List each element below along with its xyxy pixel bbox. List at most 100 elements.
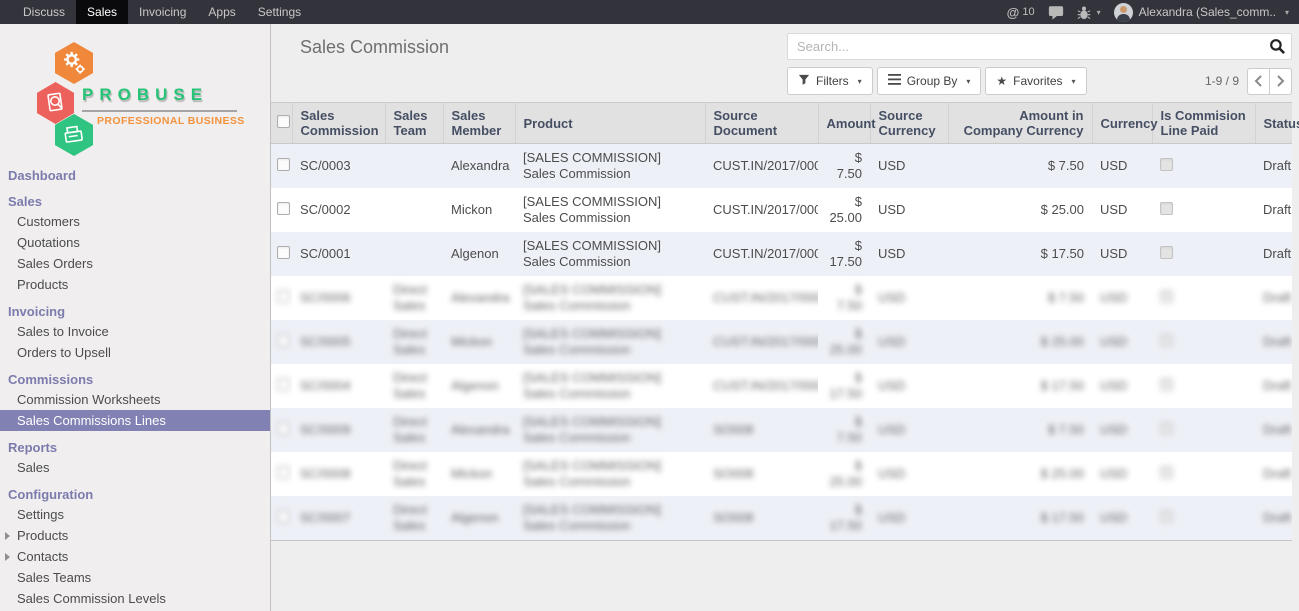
column-header-currency[interactable]: Currency: [1092, 102, 1158, 144]
sidebar-item-products[interactable]: Products: [0, 525, 270, 546]
row-checkbox[interactable]: [277, 157, 290, 171]
sidebar-item-orders-to-upsell[interactable]: Orders to Upsell: [0, 342, 270, 363]
column-header-source-document[interactable]: Source Document: [705, 102, 819, 144]
column-header-product[interactable]: Product: [515, 102, 706, 144]
cell-source: CUST.IN/2017/0002: [705, 364, 818, 408]
sidebar-item-sales-to-invoice[interactable]: Sales to Invoice: [0, 321, 270, 342]
caret-right-icon: [5, 532, 10, 540]
table-row[interactable]: SC/0003 Alexandra [SALES COMMISSION] Sales…: [271, 143, 1292, 189]
group-by-button[interactable]: Group By ▾: [876, 67, 982, 95]
cell-value: Direct Sales: [393, 458, 427, 489]
cell-paid: [1152, 232, 1255, 276]
sidebar-item-sales-orders[interactable]: Sales Orders: [0, 253, 270, 274]
sidebar-section-invoicing[interactable]: Invoicing: [8, 304, 66, 319]
cell-source: CUST.IN/2017/0001: [705, 232, 818, 276]
cell-status: Draft: [1255, 452, 1292, 496]
sidebar-item-sales-commissions-lines[interactable]: Sales Commissions Lines: [0, 410, 270, 431]
sidebar-item-products[interactable]: Products: [0, 274, 270, 295]
row-checkbox[interactable]: [277, 201, 290, 215]
table-row[interactable]: SC/0008 Direct Sales Mickon [SALES COMMISSI…: [271, 452, 1292, 496]
sidebar-item-contacts[interactable]: Contacts: [0, 546, 270, 567]
sidebar-section-sales[interactable]: Sales: [8, 194, 42, 209]
sidebar-section-configuration[interactable]: Configuration: [8, 487, 94, 502]
column-header-amount-in-company-currency[interactable]: Amount in Company Currency: [948, 102, 1093, 144]
cell-name: SC/0002: [292, 188, 385, 232]
sidebar-item-customers[interactable]: Customers: [0, 211, 270, 232]
cell-company_amount: $ 7.50: [948, 144, 1092, 189]
sidebar-item-label: Quotations: [17, 235, 80, 250]
sidebar-item-quotations[interactable]: Quotations: [0, 232, 270, 253]
sidebar-item-sales[interactable]: Sales: [0, 457, 270, 478]
cell-value: $ 17.50: [1040, 378, 1084, 393]
select-all-checkbox[interactable]: [277, 115, 290, 128]
sidebar-item-label: Sales to Invoice: [17, 324, 109, 339]
search-icon[interactable]: [1269, 38, 1286, 60]
cell-value: Direct Sales: [393, 502, 427, 533]
cell-value: Draft: [1263, 202, 1292, 217]
logo-subtitle: PROFESSIONAL BUSINESS: [97, 115, 245, 127]
paid-checkbox: [1160, 377, 1173, 391]
cell-value: USD: [878, 334, 906, 349]
sidebar-item-sales-teams[interactable]: Sales Teams: [0, 567, 270, 588]
search-box: [787, 33, 1292, 60]
cell-paid: [1152, 364, 1255, 408]
pager-next-button[interactable]: [1269, 67, 1292, 95]
avatar: [1113, 2, 1133, 22]
table-row[interactable]: SC/0002 Mickon [SALES COMMISSION] Sales Co…: [271, 188, 1292, 232]
filters-button[interactable]: Filters ▾: [787, 67, 873, 95]
caret-right-icon: [5, 553, 10, 561]
cell-value: Algenon: [451, 510, 499, 525]
user-name: Alexandra (Sales_comm..: [1138, 5, 1276, 19]
nav-app-apps[interactable]: Apps: [208, 5, 236, 19]
search-input[interactable]: [787, 33, 1292, 60]
table-row[interactable]: SC/0007 Direct Sales Algenon [SALES COMMISS…: [271, 496, 1292, 541]
cell-paid: [1152, 408, 1255, 452]
sidebar-section-commissions[interactable]: Commissions: [8, 372, 94, 387]
cell-value: USD: [1100, 334, 1128, 349]
user-menu[interactable]: Alexandra (Sales_comm.. ▾: [1113, 2, 1289, 22]
sidebar-item-commission-worksheets[interactable]: Commission Worksheets: [0, 389, 270, 410]
table-row[interactable]: SC/0006 Direct Sales Alexandra [SALES COMMI…: [271, 276, 1292, 320]
row-select-cell: [271, 144, 292, 189]
table-row[interactable]: SC/0005 Direct Sales Mickon [SALES COMMISSI…: [271, 320, 1292, 364]
nav-app-sales[interactable]: Sales: [76, 0, 129, 24]
chat-icon[interactable]: [1048, 5, 1064, 20]
nav-app-invoicing[interactable]: Invoicing: [139, 5, 187, 19]
messages-counter[interactable]: @ 10: [1007, 5, 1035, 20]
cell-value: CUST.IN/2017/0001: [713, 202, 818, 217]
cell-source: CUST.IN/2017/0001: [705, 188, 818, 232]
cell-team: Direct Sales: [385, 364, 443, 408]
row-checkbox[interactable]: [277, 245, 290, 259]
cell-value: $ 17.50: [1040, 510, 1084, 525]
sidebar-item-sales-commission-levels[interactable]: Sales Commission Levels: [0, 588, 270, 609]
sidebar-section-reports[interactable]: Reports: [8, 440, 58, 455]
column-header-amount[interactable]: Amount: [818, 102, 876, 144]
sidebar-section-dashboard[interactable]: Dashboard: [8, 168, 76, 183]
column-header-is-commision-line-paid[interactable]: Is Commision Line Paid: [1152, 102, 1256, 144]
column-header-source-currency[interactable]: Source Currency: [870, 102, 949, 144]
favorites-button[interactable]: ★ Favorites ▾: [985, 67, 1087, 95]
column-header-sales-commission[interactable]: Sales Commission: [292, 102, 386, 144]
column-header-sales-member[interactable]: Sales Member: [443, 102, 516, 144]
nav-app-settings[interactable]: Settings: [257, 5, 302, 19]
cell-currency: USD: [1092, 320, 1152, 364]
column-header-status[interactable]: Status: [1255, 102, 1299, 144]
nav-app-discuss[interactable]: Discuss: [23, 5, 66, 19]
table-row[interactable]: SC/0009 Direct Sales Alexandra [SALES COMMI…: [271, 408, 1292, 452]
debug-icon[interactable]: ▾: [1077, 5, 1101, 20]
cell-value: CUST.IN/2017/0002: [713, 290, 818, 305]
star-icon: ★: [996, 74, 1008, 88]
cell-name: SC/0008: [292, 452, 385, 496]
table-row[interactable]: SC/0001 Algenon [SALES COMMISSION] Sales C…: [271, 232, 1292, 276]
sidebar-item-label: Orders to Upsell: [17, 345, 111, 360]
cell-value: SC/0003: [300, 158, 351, 173]
cell-value: SO008: [713, 422, 754, 437]
sidebar-item-label: Commission Worksheets: [17, 392, 161, 407]
cell-member: Mickon: [443, 320, 515, 364]
pager-previous-button[interactable]: [1247, 67, 1270, 95]
cell-value: Direct Sales: [393, 414, 427, 445]
list-view: Sales Commission Sales Team Sales Member Pr…: [271, 102, 1299, 541]
sidebar-item-settings[interactable]: Settings: [0, 504, 270, 525]
column-header-sales-team[interactable]: Sales Team: [385, 102, 444, 144]
table-row[interactable]: SC/0004 Direct Sales Algenon [SALES COMMISS…: [271, 364, 1292, 408]
